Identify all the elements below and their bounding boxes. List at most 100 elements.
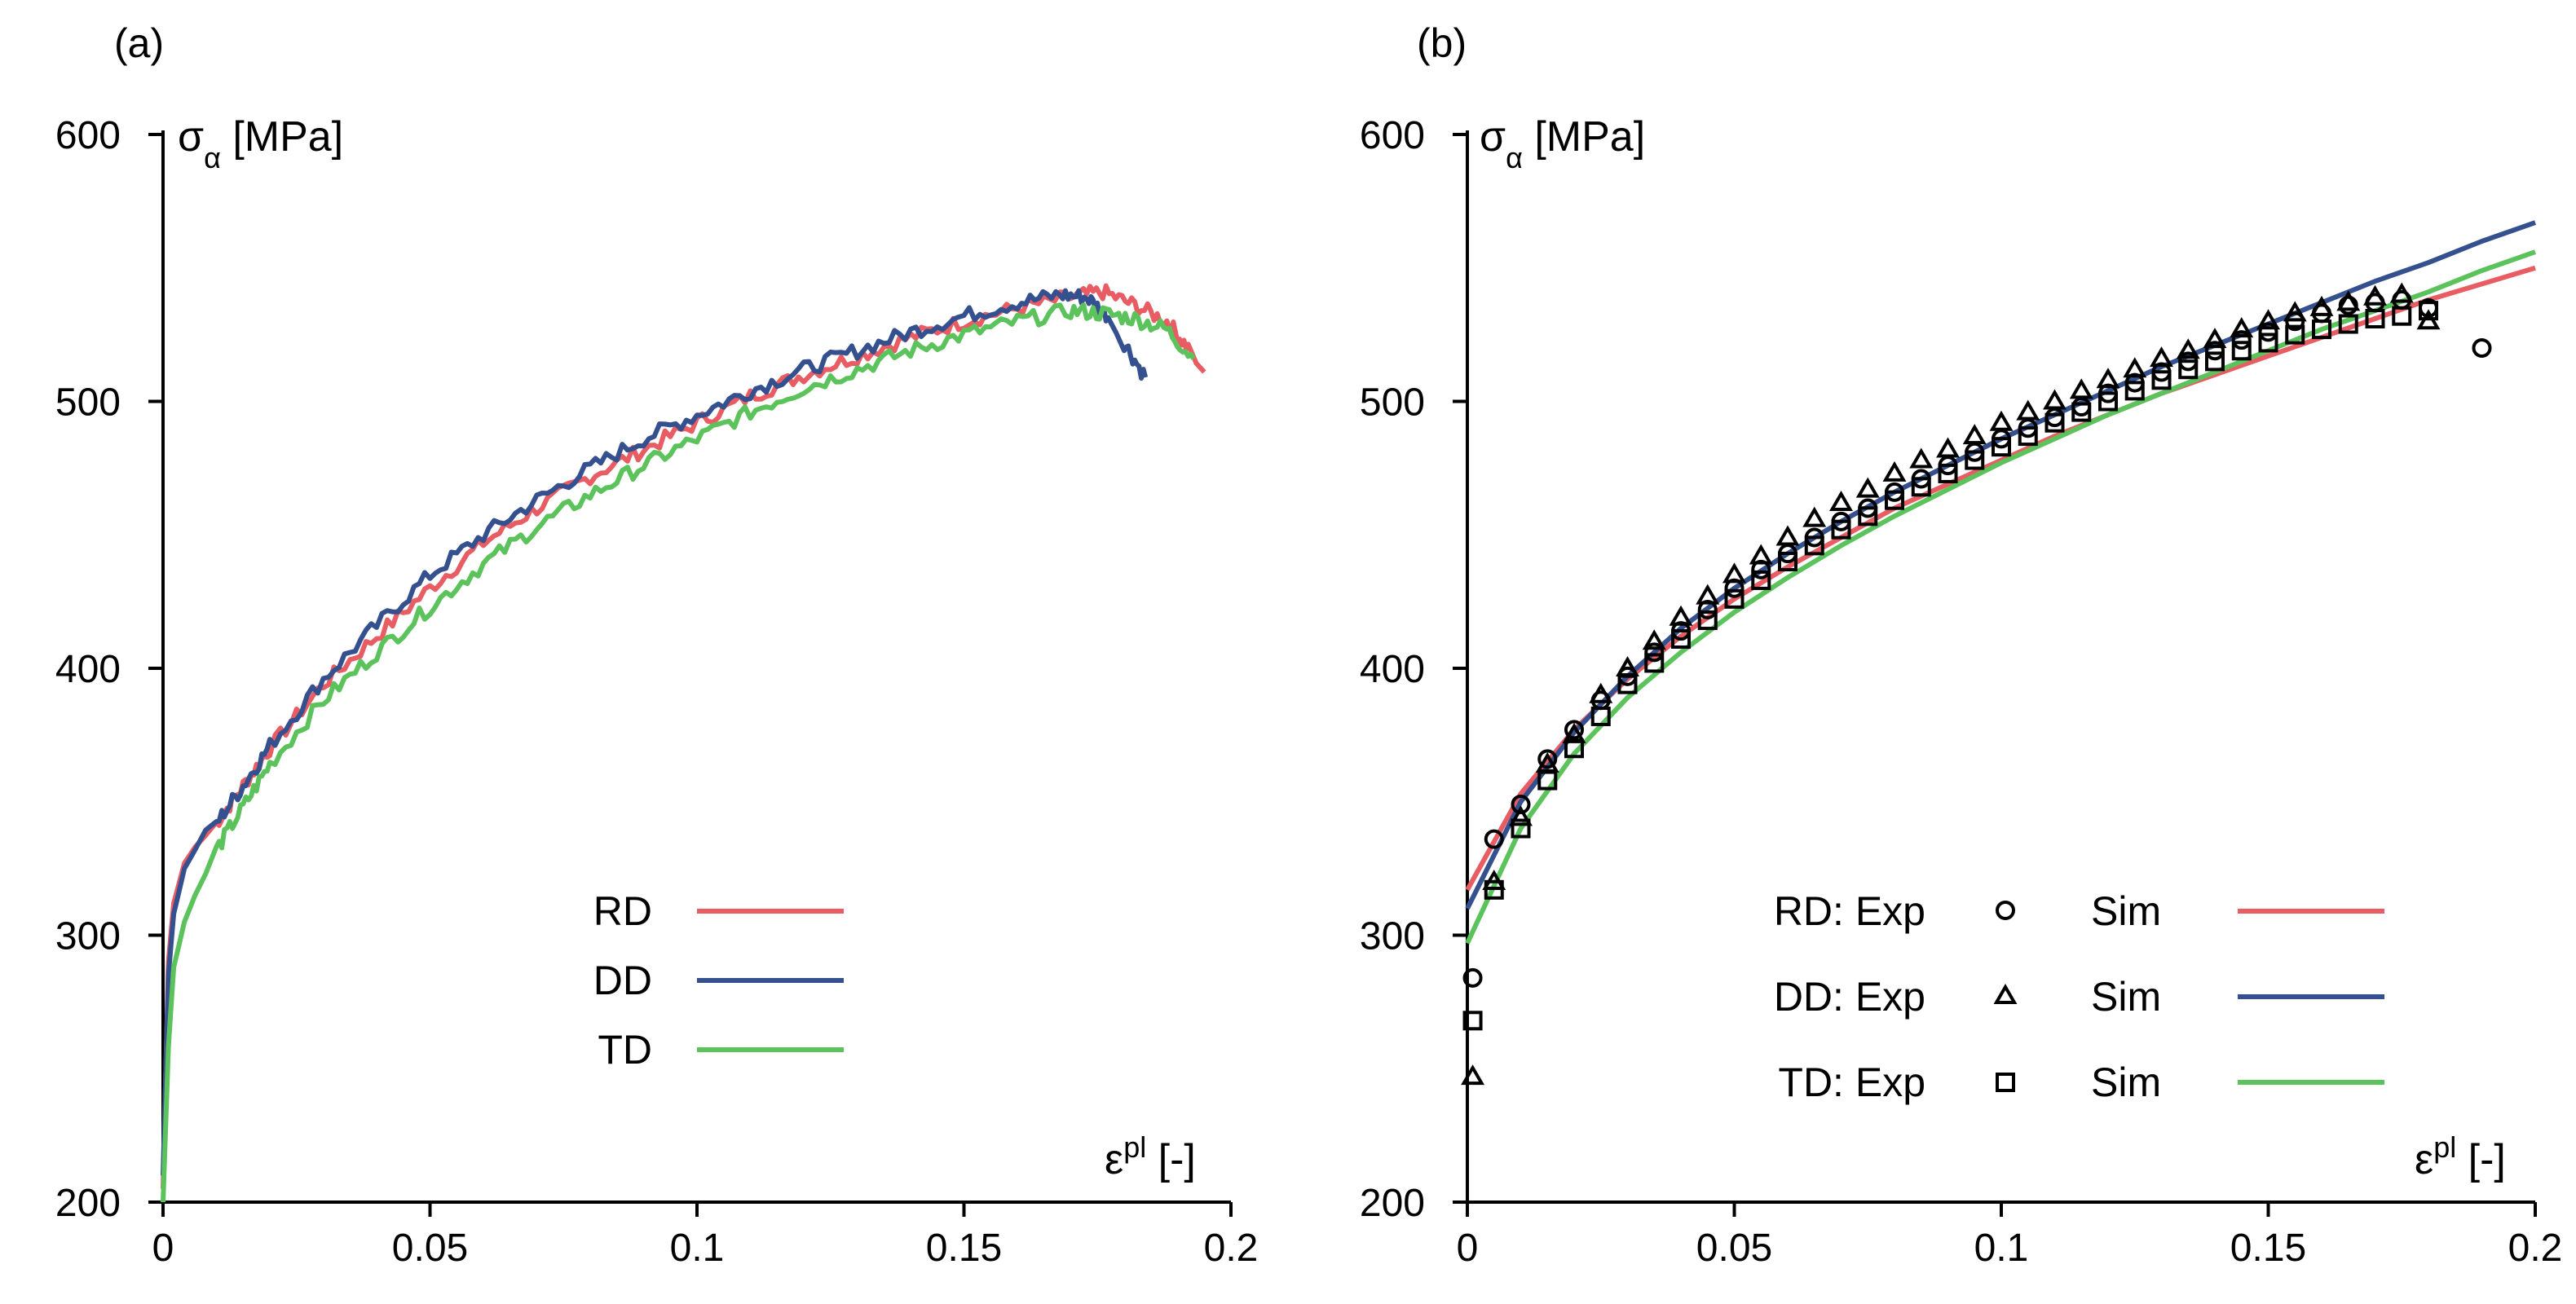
data-point-td-exp bbox=[2312, 319, 2331, 340]
data-point-td-exp bbox=[2044, 412, 2065, 433]
data-point-dd-exp bbox=[2389, 282, 2414, 303]
data-point-td-exp bbox=[1751, 570, 1771, 590]
data-point-td-exp bbox=[2285, 324, 2305, 345]
data-point-td-exp bbox=[1537, 770, 1558, 791]
y-tick-label: 600 bbox=[1360, 114, 1425, 157]
data-point-rd-exp bbox=[1537, 749, 1558, 769]
data-point-td-exp bbox=[2365, 308, 2385, 328]
panel-b-chart: (b) 200 300 400 500 600 0 0.05 0.1 0.15 0.2 σα [M… bbox=[1360, 20, 2562, 1270]
y-tick-label: 200 bbox=[1360, 1182, 1425, 1225]
data-point-dd-exp bbox=[2203, 328, 2227, 349]
data-point-td-exp bbox=[1462, 1011, 1483, 1031]
legend-label-dd-exp: DD: Exp bbox=[1774, 974, 1925, 1020]
series-line-td-sim bbox=[1465, 249, 2536, 945]
data-point-dd-exp bbox=[2016, 399, 2040, 421]
data-point-dd-exp bbox=[1669, 605, 1693, 626]
panel-a-y-axis-label: σα [MPa] bbox=[178, 113, 343, 174]
panel-a-chart: (a) 200 300 400 500 600 0 0.05 0.1 0.15 0.2 σα [M… bbox=[55, 20, 1258, 1270]
legend-label-td: TD bbox=[598, 1027, 652, 1073]
data-point-rd-exp bbox=[2258, 322, 2278, 342]
y-tick-label: 500 bbox=[55, 381, 121, 425]
legend-label-dd: DD bbox=[593, 958, 652, 1003]
data-point-dd-exp bbox=[1989, 410, 2014, 431]
data-point-dd-exp bbox=[2283, 301, 2307, 322]
data-point-td-exp bbox=[1511, 818, 1531, 839]
data-point-dd-exp bbox=[2309, 295, 2334, 316]
data-point-dd-exp bbox=[2069, 378, 2093, 399]
data-point-dd-exp bbox=[1882, 460, 1907, 482]
data-point-td-exp bbox=[1564, 738, 1584, 759]
data-point-td-exp bbox=[2392, 306, 2412, 326]
data-point-dd-exp bbox=[1642, 629, 1666, 650]
data-point-dd-exp bbox=[2123, 357, 2147, 378]
data-point-td-exp bbox=[1992, 437, 2011, 457]
series-line-rd-sim bbox=[1465, 265, 2536, 892]
x-tick-label: 0 bbox=[152, 1227, 174, 1270]
y-tick-label: 300 bbox=[1360, 915, 1425, 958]
x-tick-label: 0 bbox=[1457, 1227, 1479, 1270]
data-point-rd-exp bbox=[2231, 330, 2252, 350]
panel-a-legend: RD DD TD bbox=[593, 888, 844, 1073]
data-point-dd-exp bbox=[2176, 338, 2200, 359]
data-point-rd-exp bbox=[1511, 795, 1531, 815]
data-point-td-exp bbox=[2419, 301, 2438, 321]
x-tick-label: 0.15 bbox=[2230, 1227, 2306, 1270]
legend-label-rd-sim: Sim bbox=[2091, 888, 2161, 934]
data-point-td-exp bbox=[2098, 391, 2118, 412]
data-point-dd-exp bbox=[2230, 317, 2254, 338]
y-tick-label: 300 bbox=[55, 915, 121, 958]
panel-b-label: (b) bbox=[1417, 20, 1467, 66]
x-tick-label: 0.15 bbox=[926, 1227, 1002, 1270]
data-point-dd-exp bbox=[1829, 490, 1853, 511]
x-tick-label: 0.1 bbox=[1974, 1227, 2029, 1270]
x-tick-label: 0.1 bbox=[670, 1227, 725, 1270]
data-point-td-exp bbox=[1911, 477, 1931, 497]
data-point-td-exp bbox=[2018, 426, 2038, 447]
data-point-dd-exp bbox=[2363, 284, 2387, 306]
series-line-td bbox=[161, 302, 1196, 1203]
data-point-dd-exp bbox=[1722, 562, 1746, 584]
data-point-dd-exp bbox=[1461, 1064, 1485, 1086]
data-point-dd-exp bbox=[2336, 290, 2361, 311]
data-point-td-exp bbox=[1938, 463, 1958, 483]
data-point-dd-exp bbox=[1775, 525, 1800, 546]
data-point-dd-exp bbox=[2096, 368, 2120, 389]
data-point-td-exp bbox=[1724, 588, 1745, 609]
data-point-dd-exp bbox=[1855, 477, 1880, 498]
panel-b-x-axis-label: εpl [-] bbox=[2415, 1130, 2506, 1184]
y-tick-label: 500 bbox=[1360, 381, 1425, 425]
legend-label-td-exp: TD: Exp bbox=[1778, 1060, 1925, 1105]
legend-label-td-sim: Sim bbox=[2091, 1060, 2161, 1105]
x-tick-label: 0.2 bbox=[1204, 1227, 1259, 1270]
data-point-dd-exp bbox=[2256, 309, 2280, 330]
x-tick-label: 0.05 bbox=[392, 1227, 468, 1270]
data-point-dd-exp bbox=[1909, 447, 1934, 469]
data-point-td-exp bbox=[2151, 370, 2172, 390]
x-tick-label: 0.2 bbox=[2508, 1227, 2563, 1270]
data-point-rd-exp bbox=[1564, 720, 1584, 740]
legend-label-rd-exp: RD: Exp bbox=[1774, 888, 1925, 934]
data-point-td-exp bbox=[2205, 351, 2225, 372]
legend-marker-square-icon bbox=[1996, 1073, 2015, 1092]
data-point-dd-exp bbox=[1509, 805, 1533, 826]
panel-b-legend: RD: Exp Sim DD: Exp Sim TD: Exp Sim bbox=[1774, 888, 2384, 1105]
data-point-dd-exp bbox=[2150, 346, 2173, 368]
y-tick-label: 400 bbox=[55, 648, 121, 691]
legend-marker-triangle-icon bbox=[1993, 984, 2018, 1004]
data-point-td-exp bbox=[1697, 610, 1718, 631]
data-point-td-exp bbox=[1804, 535, 1824, 556]
data-point-dd-exp bbox=[1802, 506, 1827, 527]
y-tick-label: 400 bbox=[1360, 648, 1425, 691]
x-tick-label: 0.05 bbox=[1696, 1227, 1772, 1270]
y-tick-label: 200 bbox=[55, 1182, 121, 1225]
data-point-td-exp bbox=[2231, 341, 2252, 361]
panel-b-y-axis-label: σα [MPa] bbox=[1480, 113, 1645, 174]
legend-marker-circle-icon bbox=[1996, 901, 2015, 920]
data-point-td-exp bbox=[1965, 450, 1985, 470]
data-point-td-exp bbox=[1831, 519, 1851, 540]
data-point-rd-exp bbox=[1484, 829, 1504, 849]
data-point-td-exp bbox=[2124, 381, 2145, 401]
data-point-rd-exp bbox=[1644, 642, 1665, 663]
data-point-td-exp bbox=[1617, 674, 1638, 694]
